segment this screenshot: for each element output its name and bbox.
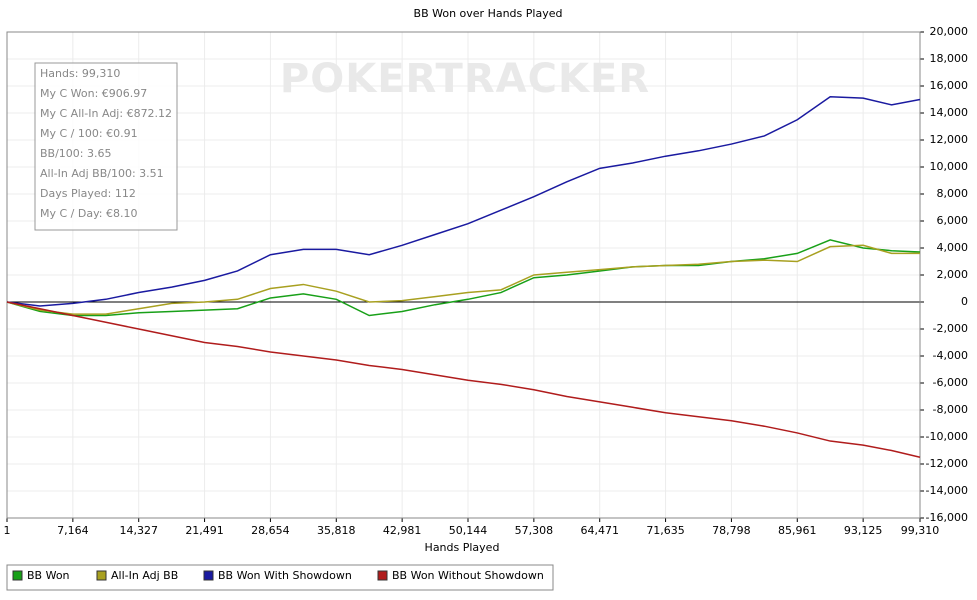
y-tick-label: -8,000 — [933, 403, 968, 416]
x-tick-label: 28,654 — [251, 524, 290, 537]
x-tick-label: 57,308 — [515, 524, 554, 537]
legend-label: BB Won — [27, 569, 70, 582]
y-tick-label: 2,000 — [937, 268, 969, 281]
info-line: BB/100: 3.65 — [40, 147, 112, 160]
y-tick-label: -6,000 — [933, 376, 968, 389]
y-tick-label: 6,000 — [937, 214, 969, 227]
y-tick-label: 12,000 — [930, 133, 969, 146]
info-line: My C All-In Adj: €872.12 — [40, 107, 172, 120]
x-tick-label: 99,310 — [901, 524, 940, 537]
x-tick-label: 35,818 — [317, 524, 356, 537]
info-line: My C Won: €906.97 — [40, 87, 147, 100]
x-tick-label: 71,635 — [646, 524, 685, 537]
y-tick-label: 0 — [961, 295, 968, 308]
legend-label: BB Won With Showdown — [218, 569, 352, 582]
chart-title: BB Won over Hands Played — [414, 7, 563, 20]
y-tick-label: 14,000 — [930, 106, 969, 119]
x-tick-label: 21,491 — [185, 524, 224, 537]
legend-swatch — [203, 570, 214, 581]
x-tick-label: 78,798 — [712, 524, 751, 537]
y-tick-label: -4,000 — [933, 349, 968, 362]
legend-label: BB Won Without Showdown — [392, 569, 544, 582]
series-line — [6, 96, 921, 307]
y-tick-label: 20,000 — [930, 25, 969, 38]
x-tick-label: 93,125 — [844, 524, 883, 537]
series-line — [6, 244, 920, 315]
info-line: My C / 100: €0.91 — [40, 127, 138, 140]
y-tick-label: 8,000 — [937, 187, 969, 200]
plot-frame — [6, 31, 921, 519]
x-axis-label: Hands Played — [425, 541, 500, 554]
series-line — [6, 301, 921, 458]
series-line — [6, 239, 921, 317]
info-line: Days Played: 112 — [40, 187, 136, 200]
y-tick-label: 16,000 — [930, 79, 969, 92]
y-tick-label: -12,000 — [926, 457, 968, 470]
x-tick-label: 7,164 — [57, 524, 89, 537]
x-tick-label: 1 — [4, 524, 11, 537]
legend-swatch — [96, 570, 107, 581]
y-tick-label: 10,000 — [930, 160, 969, 173]
y-tick-label: -10,000 — [926, 430, 968, 443]
legend-swatch — [377, 570, 388, 581]
info-box — [34, 62, 178, 231]
info-line: All-In Adj BB/100: 3.51 — [40, 167, 164, 180]
info-line: Hands: 99,310 — [40, 67, 120, 80]
x-tick-label: 64,471 — [580, 524, 619, 537]
legend-swatch — [12, 570, 23, 581]
x-tick-label: 50,144 — [449, 524, 488, 537]
info-line: My C / Day: €8.10 — [40, 207, 138, 220]
y-tick-label: 4,000 — [937, 241, 969, 254]
legend-label: All-In Adj BB — [111, 569, 178, 582]
x-tick-label: 14,327 — [119, 524, 158, 537]
y-tick-label: -14,000 — [926, 484, 968, 497]
watermark: POKERTRACKER — [280, 56, 650, 102]
x-tick-label: 42,981 — [383, 524, 422, 537]
y-tick-label: -16,000 — [926, 511, 968, 524]
x-tick-label: 85,961 — [778, 524, 817, 537]
y-tick-label: 18,000 — [930, 52, 969, 65]
y-tick-label: -2,000 — [933, 322, 968, 335]
